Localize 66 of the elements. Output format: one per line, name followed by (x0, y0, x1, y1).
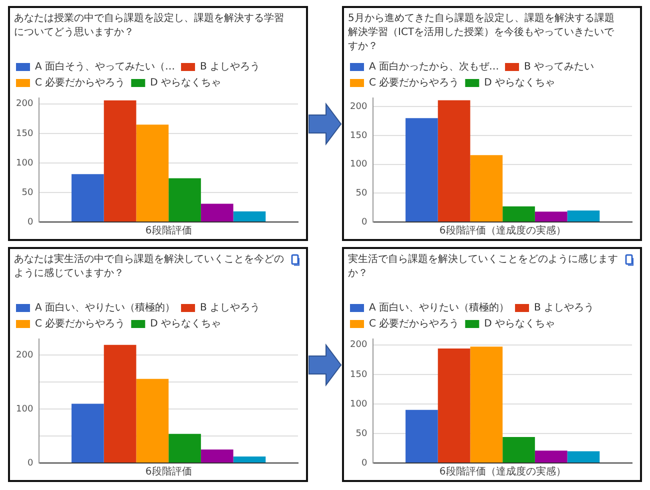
bar (534, 450, 568, 462)
bar (534, 212, 568, 222)
y-tick-label: 200 (16, 350, 34, 361)
bar (233, 211, 266, 222)
bar (567, 451, 600, 462)
legend-label: C 必要だからやろう (35, 76, 126, 89)
y-tick-label: 50 (356, 428, 368, 439)
chart-title: 5月から進めてきた自ら課題を設定し、課題を解決する課題解決学習（ICTを活用した授業）を今後もやっていきたいですか？ (347, 12, 616, 54)
y-tick-label: 100 (350, 399, 368, 410)
chart-title: 実生活で自ら課題を解決していくことをどのように感じますか？ (347, 252, 619, 281)
bar (72, 174, 104, 222)
x-tick-label: 6段階評価 (145, 224, 192, 237)
bar (168, 178, 201, 222)
legend-label: D やらなくちゃ (150, 78, 222, 89)
y-tick-label: 200 (350, 340, 368, 350)
bar (502, 206, 535, 222)
legend-label: A 面白い、やりたい（積極的） (369, 302, 510, 314)
legend-label: B よしやろう (200, 62, 260, 73)
y-tick-label: 100 (16, 404, 34, 414)
bar (470, 346, 503, 462)
legend-label: A 面白かったから、次もぜ… (369, 60, 500, 73)
bar (470, 155, 503, 222)
y-tick-label: 150 (350, 370, 368, 380)
bar (200, 450, 234, 462)
chart-title: あなたは実生活の中で自ら課題を解決していくことを今どのように感じていますか？ (13, 252, 285, 281)
y-tick-label: 200 (16, 99, 34, 110)
bar (72, 404, 104, 462)
legend-label: D やらなくちゃ (484, 78, 556, 89)
y-tick-label: 150 (350, 130, 368, 141)
bar (136, 378, 169, 462)
y-tick-label: 100 (16, 158, 34, 168)
bar (104, 344, 136, 462)
bar (168, 434, 201, 462)
bar (406, 410, 438, 462)
bar (567, 210, 600, 222)
y-tick-label: 50 (22, 188, 34, 198)
bar (406, 118, 438, 222)
legend-label: B よしやろう (200, 302, 260, 314)
bar (438, 348, 470, 462)
legend-label: A 面白い、やりたい（積極的） (35, 302, 176, 314)
chart-title: あなたは授業の中で自ら課題を設定し、課題を解決する学習についてどう思いますか？ (13, 12, 285, 40)
legend-label: D やらなくちゃ (150, 318, 222, 330)
y-tick-label: 0 (27, 458, 34, 468)
legend-label: C 必要だからやろう (369, 318, 460, 330)
y-tick-label: 50 (356, 188, 368, 199)
legend-label: B よしやろう (534, 302, 594, 314)
bar (136, 124, 169, 222)
y-tick-label: 200 (350, 102, 368, 112)
legend-label: C 必要だからやろう (369, 76, 460, 89)
y-tick-label: 0 (361, 458, 368, 468)
bar (104, 100, 136, 222)
legend-label: D やらなくちゃ (484, 318, 556, 330)
y-tick-label: 150 (16, 128, 34, 139)
legend-label: B やってみたい (524, 62, 594, 73)
x-tick-label: 6段階評価 (145, 466, 192, 478)
legend-label: C 必要だからやろう (35, 318, 126, 330)
bar (438, 100, 470, 222)
bar (233, 456, 266, 462)
bar (502, 437, 535, 462)
legend-label: A 面白そう、やってみたい（… (35, 60, 176, 73)
x-tick-label: 6段階評価（達成度の実感） (439, 224, 566, 237)
y-tick-label: 0 (361, 217, 368, 228)
y-tick-label: 100 (350, 160, 368, 170)
x-tick-label: 6段階評価（達成度の実感） (439, 466, 566, 478)
bar (200, 204, 234, 222)
y-tick-label: 0 (27, 217, 34, 228)
